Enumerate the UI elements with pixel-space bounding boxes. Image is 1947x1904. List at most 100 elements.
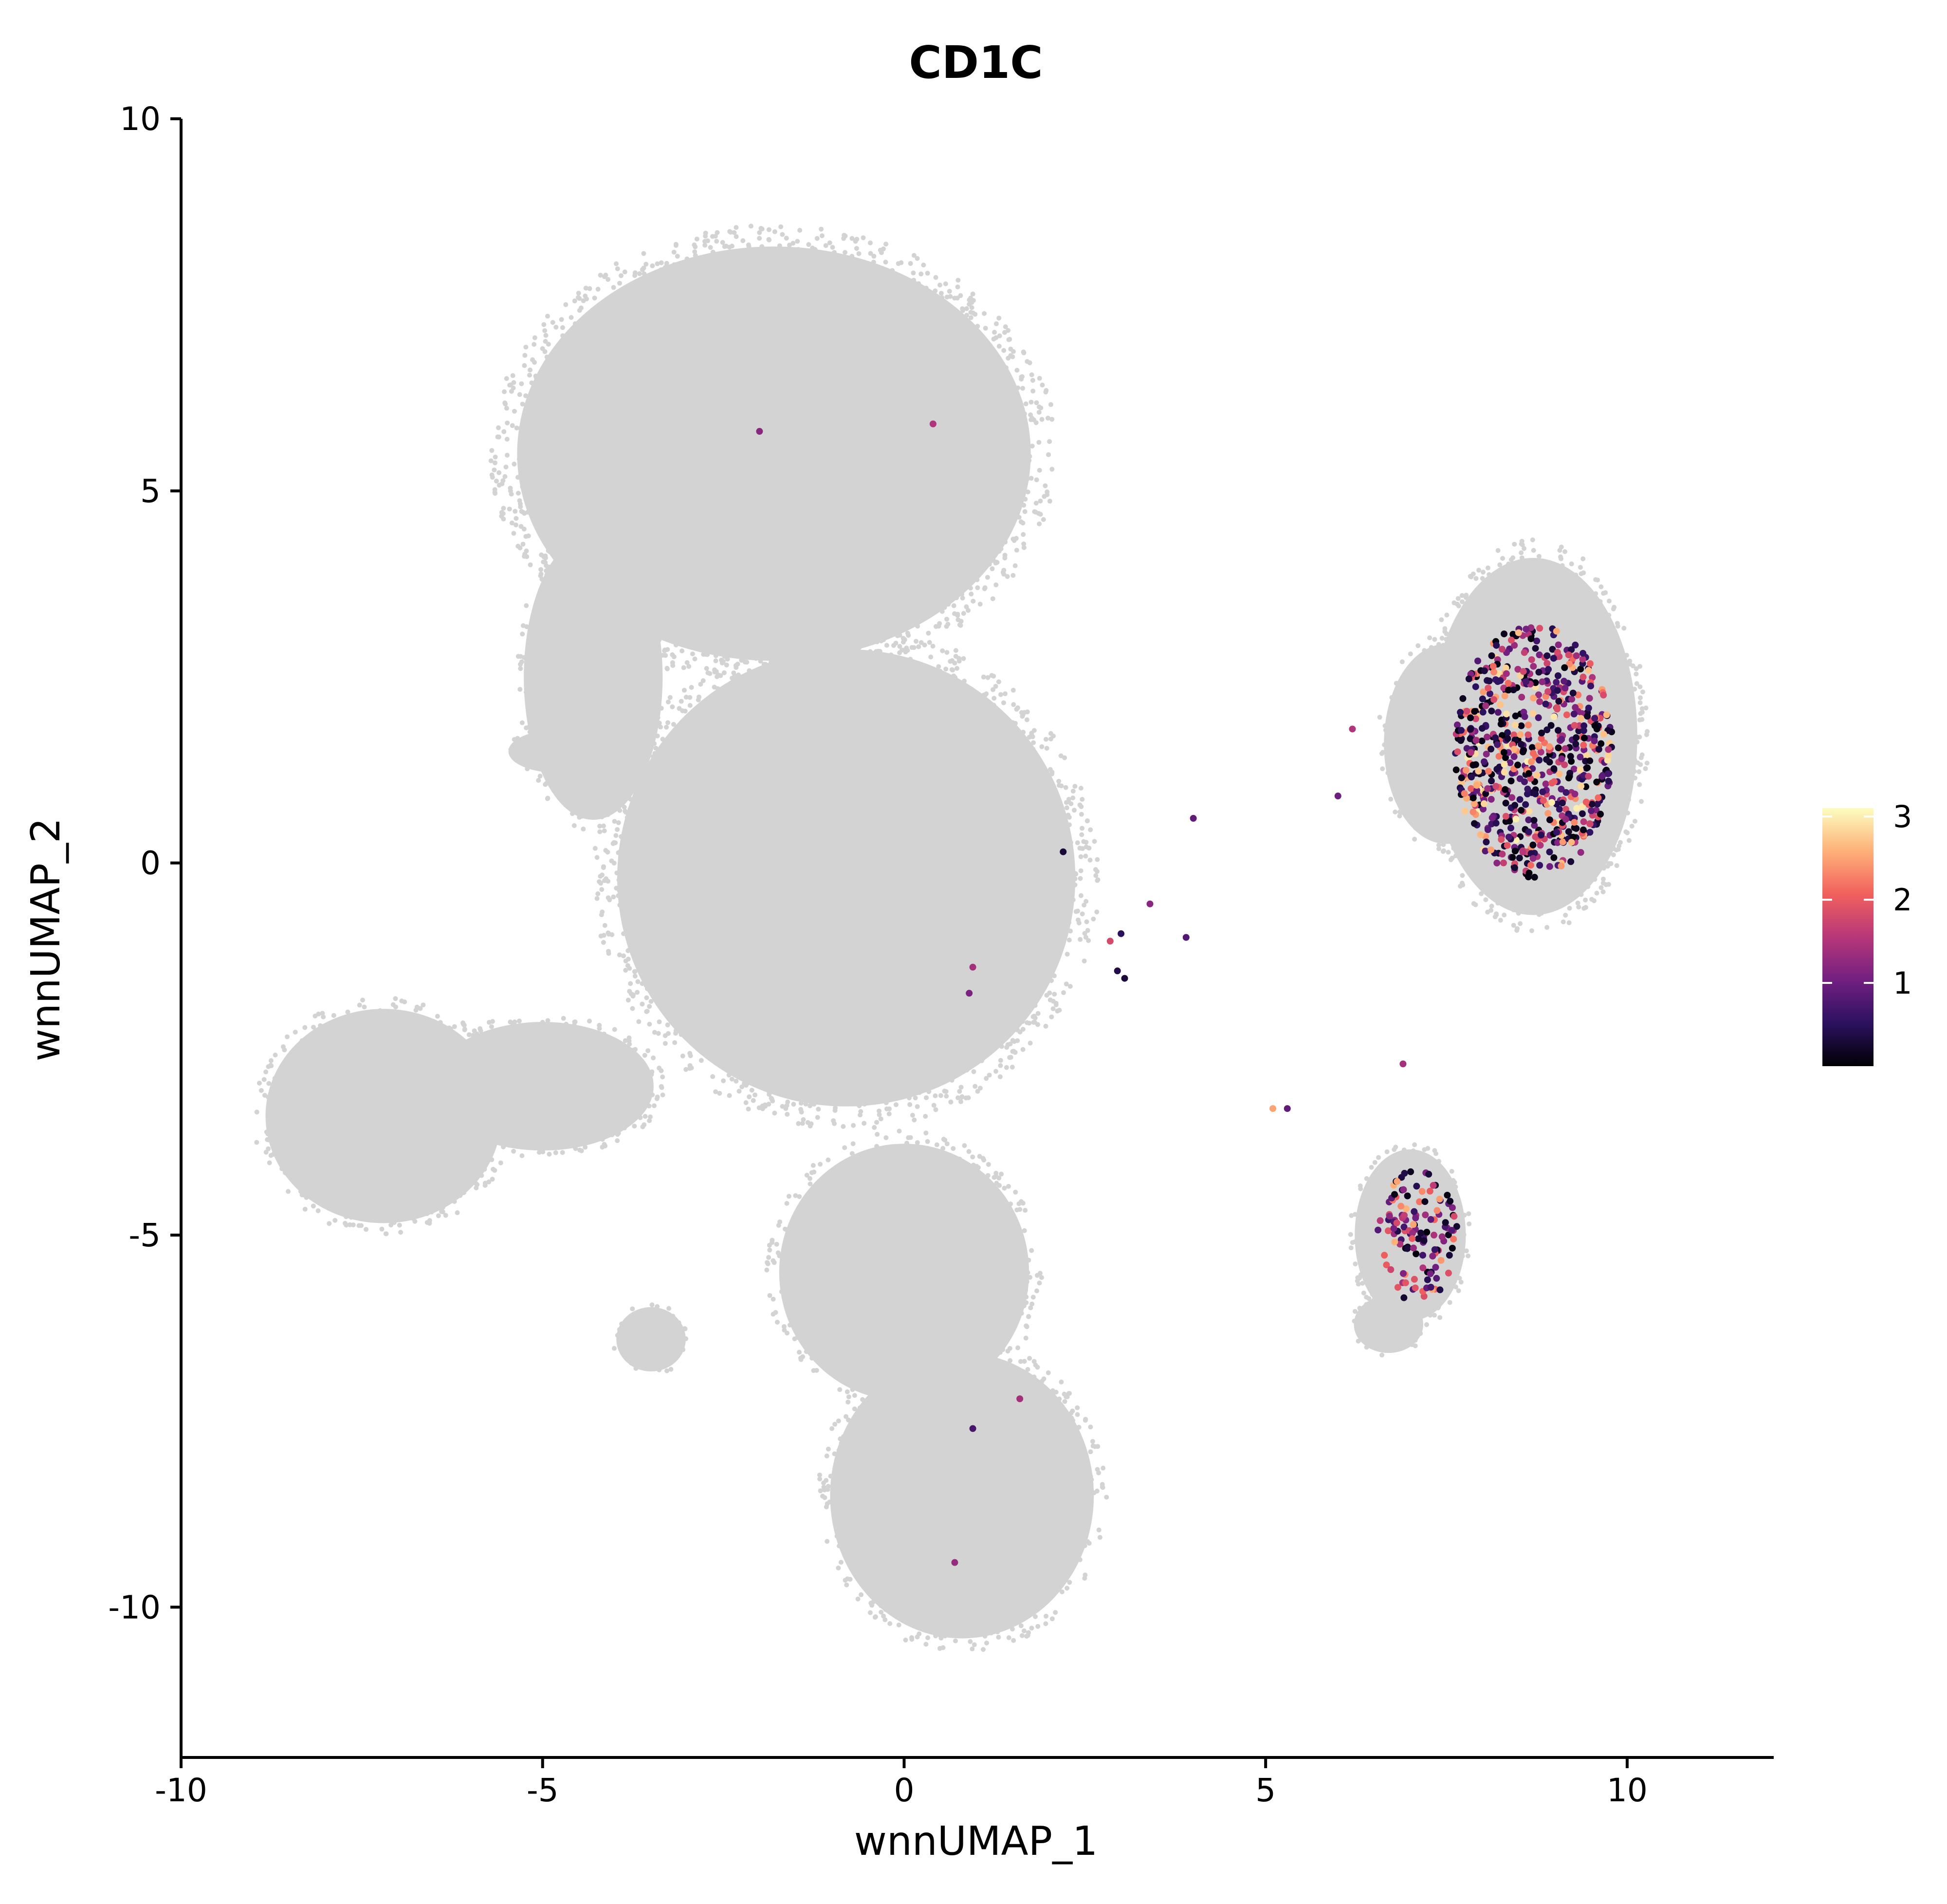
background-point <box>600 535 606 540</box>
background-point <box>980 561 985 566</box>
background-point <box>770 970 775 976</box>
background-point <box>553 710 558 715</box>
background-point <box>993 851 999 857</box>
background-point <box>734 1046 739 1051</box>
background-point <box>760 450 765 456</box>
background-point <box>834 330 839 335</box>
background-point <box>980 722 985 727</box>
background-point <box>932 389 937 395</box>
background-point <box>748 532 753 537</box>
background-point <box>899 303 904 309</box>
background-point <box>884 483 889 489</box>
background-point <box>782 290 788 296</box>
background-point <box>740 416 746 422</box>
background-point <box>606 651 611 656</box>
background-point <box>568 356 573 361</box>
background-point <box>840 430 845 436</box>
background-point <box>973 1017 978 1023</box>
background-point <box>794 408 799 413</box>
background-point <box>977 1086 983 1091</box>
background-point <box>541 741 547 746</box>
background-point <box>569 576 574 581</box>
background-point <box>534 665 539 671</box>
background-point <box>633 781 638 787</box>
background-point <box>983 952 988 958</box>
background-point <box>627 469 632 475</box>
background-point <box>567 637 572 642</box>
background-point <box>944 379 950 384</box>
background-point <box>663 265 668 270</box>
background-point <box>914 534 919 539</box>
background-point <box>951 725 956 731</box>
background-point <box>822 583 827 589</box>
background-point <box>593 699 598 704</box>
background-point <box>943 281 948 287</box>
background-point <box>926 611 931 616</box>
background-point <box>845 270 851 275</box>
background-point <box>838 407 844 413</box>
background-point <box>825 392 830 397</box>
background-point <box>690 944 695 950</box>
background-point <box>892 684 898 690</box>
background-point <box>802 943 808 948</box>
background-point <box>759 226 765 232</box>
background-point <box>924 489 930 495</box>
background-point <box>639 938 644 943</box>
background-point <box>777 297 783 302</box>
background-point <box>857 358 863 363</box>
background-point <box>726 899 732 904</box>
background-point <box>557 388 562 393</box>
background-point <box>646 880 652 885</box>
background-point <box>905 599 910 604</box>
background-point <box>944 616 950 622</box>
background-point <box>570 550 576 555</box>
background-point <box>712 555 717 560</box>
background-point <box>917 966 922 972</box>
background-point <box>955 406 960 411</box>
background-point <box>808 974 814 980</box>
background-point <box>583 661 588 666</box>
background-point <box>689 512 695 518</box>
background-point <box>769 750 774 755</box>
background-point <box>940 648 945 653</box>
background-point <box>670 704 675 709</box>
background-point <box>709 433 715 438</box>
background-point <box>734 472 739 478</box>
background-point <box>1038 405 1044 410</box>
background-point <box>642 271 647 277</box>
background-point <box>836 312 841 317</box>
background-point <box>562 533 567 538</box>
background-point <box>1009 386 1014 391</box>
background-point <box>809 374 814 380</box>
background-point <box>804 420 809 425</box>
background-point <box>722 575 727 581</box>
background-point <box>865 793 870 798</box>
background-point <box>609 452 614 458</box>
background-point <box>836 1061 842 1067</box>
background-point <box>1019 376 1024 382</box>
background-point <box>899 564 904 570</box>
background-point <box>869 351 875 356</box>
background-point <box>885 1077 891 1083</box>
background-point <box>611 652 617 658</box>
background-point <box>891 378 897 383</box>
background-point <box>1006 355 1011 361</box>
background-point <box>754 371 759 377</box>
background-point <box>854 731 859 736</box>
background-point <box>944 1093 949 1099</box>
background-point <box>853 747 858 753</box>
background-point <box>492 460 497 465</box>
background-point <box>919 449 925 455</box>
background-point <box>997 1074 1003 1079</box>
background-point <box>900 1084 905 1089</box>
background-point <box>726 559 731 565</box>
background-point <box>711 958 716 963</box>
background-point <box>849 737 854 742</box>
background-point <box>727 359 733 364</box>
background-point <box>704 281 709 287</box>
background-point <box>871 385 876 390</box>
background-point <box>894 943 900 948</box>
background-point <box>885 608 890 613</box>
background-point <box>754 753 760 758</box>
background-point <box>547 482 552 487</box>
